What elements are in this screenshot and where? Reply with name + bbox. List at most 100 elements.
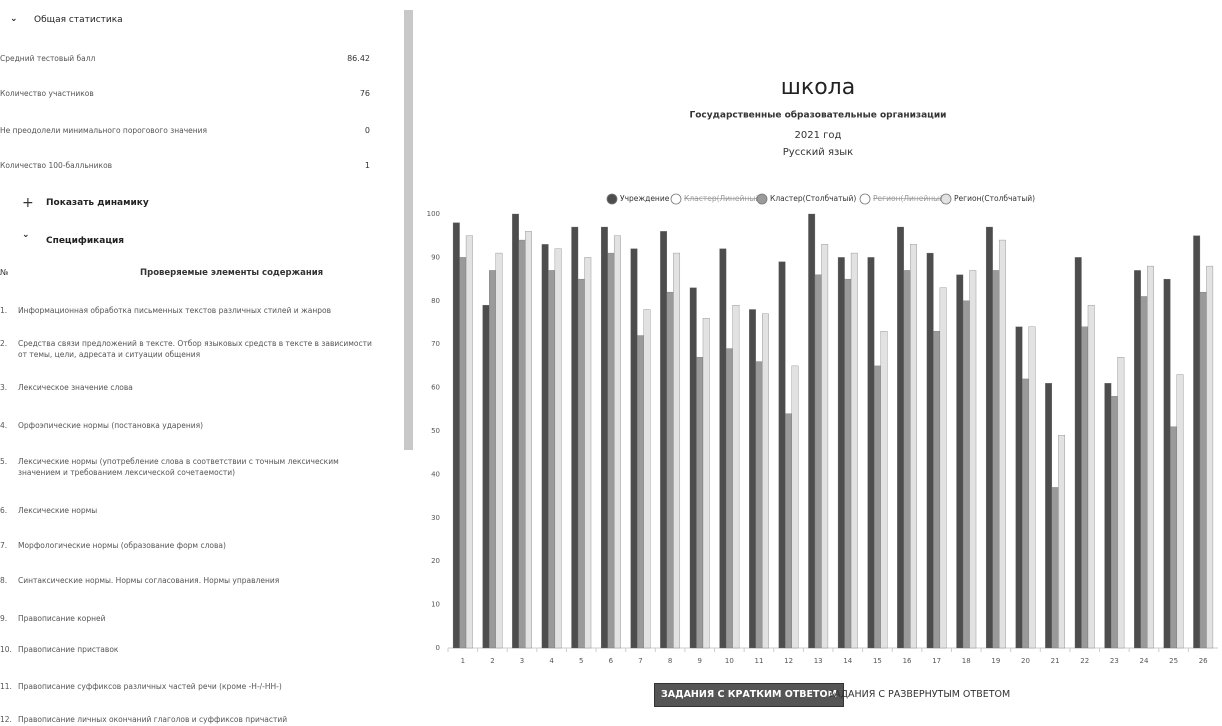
chevron[interactable]: ⌄	[22, 230, 30, 240]
bar	[1176, 374, 1184, 649]
legend-label: Регион(Линейный)	[873, 194, 947, 203]
section-title[interactable]: Спецификация	[46, 236, 125, 246]
bar	[933, 331, 941, 649]
bar	[956, 274, 964, 649]
bar	[548, 270, 556, 649]
bar	[880, 331, 888, 649]
bar	[1170, 426, 1177, 649]
chart-subtitle: Государственные образовательные организа…	[690, 110, 947, 121]
row-text: Лексическое значение слова	[18, 383, 133, 392]
y-tick-label: 80	[431, 297, 440, 305]
stat-value: 86.42	[347, 54, 370, 63]
bar	[1022, 378, 1029, 649]
bar	[910, 244, 917, 649]
bar	[1134, 270, 1141, 649]
legend-marker	[606, 193, 618, 205]
bar	[850, 252, 858, 649]
bar	[985, 226, 993, 649]
bar	[844, 278, 852, 649]
bar	[1087, 304, 1095, 649]
toggle[interactable]: Показать динамику	[46, 198, 149, 208]
x-tick-label: 25	[1169, 657, 1178, 665]
bar	[643, 309, 651, 649]
bar	[584, 257, 592, 649]
bar	[666, 291, 674, 649]
bar	[725, 348, 733, 649]
bar	[837, 257, 845, 649]
x-tick-label: 11	[755, 657, 764, 665]
x-tick-label: 21	[1051, 657, 1060, 665]
table-header: №	[0, 268, 9, 277]
bar	[495, 252, 503, 649]
legend-label: Кластер(Столбчатый)	[770, 194, 856, 203]
bar	[1104, 383, 1112, 649]
bar	[482, 304, 490, 649]
bar	[571, 226, 579, 649]
row-number: 6.	[0, 506, 8, 515]
bar	[1045, 383, 1053, 649]
legend-marker	[670, 193, 682, 205]
bar	[998, 239, 1006, 649]
y-tick-label: 30	[431, 514, 440, 522]
stat-value: 0	[364, 126, 370, 135]
bar	[1206, 265, 1214, 649]
x-tick-label: 18	[962, 657, 971, 665]
stat-value: 76	[359, 89, 370, 98]
row-text: Синтаксические нормы. Нормы согласования…	[18, 576, 280, 585]
tab[interactable]: ЗАДАНИЯ С РАЗВЕРНУТЫМ ОТВЕТОМ	[828, 689, 1011, 700]
bar	[637, 335, 644, 649]
row-number: 12.	[0, 715, 12, 724]
row-text: Правописание корней	[18, 614, 106, 623]
section-title[interactable]: Общая статистика	[34, 15, 123, 25]
bar	[452, 222, 460, 649]
bar	[689, 287, 697, 649]
bar	[696, 357, 704, 649]
row-text: Правописание приставок	[18, 645, 119, 654]
bar	[577, 278, 585, 649]
y-tick-label: 50	[431, 427, 440, 435]
y-tick-label: 100	[427, 210, 440, 218]
stat-label: Количество 100-балльников	[0, 161, 113, 170]
row-number: 9.	[0, 614, 8, 623]
x-tick-label: 23	[1110, 657, 1119, 665]
legend-label: Учреждение	[620, 194, 670, 203]
x-tick-label: 15	[873, 657, 882, 665]
bar	[1015, 326, 1023, 649]
bar	[554, 248, 562, 649]
bar	[791, 365, 799, 649]
plus-icon[interactable]: +	[22, 195, 34, 211]
legend-label: Кластер(Линейный)	[684, 194, 763, 203]
row-number: 10.	[0, 645, 12, 654]
bar	[897, 226, 904, 649]
bar	[1140, 296, 1148, 649]
bar	[785, 413, 792, 649]
x-tick-label: 10	[725, 657, 734, 665]
tab[interactable]: ЗАДАНИЯ С КРАТКИМ ОТВЕТОМ	[655, 684, 844, 706]
legend-marker	[940, 193, 952, 205]
x-tick-label: 20	[1021, 657, 1030, 665]
bar	[867, 257, 875, 649]
row-text: Орфоэпические нормы (постановка ударения…	[18, 421, 204, 430]
legend-label: Регион(Столбчатый)	[954, 194, 1035, 203]
bar	[1199, 291, 1207, 649]
bar	[518, 239, 526, 649]
row-text: Лексические нормы (употребление слова в …	[18, 457, 339, 477]
row-text: Правописание суффиксов различных частей …	[18, 682, 282, 691]
stat-value: 1	[364, 161, 370, 170]
y-tick-label: 40	[431, 470, 440, 478]
row-number: 3.	[0, 383, 8, 392]
y-tick-label: 70	[431, 340, 440, 348]
row-text: Правописание личных окончаний глаголов и…	[18, 715, 288, 724]
bar	[808, 213, 816, 649]
bar	[749, 309, 756, 649]
scrollbar[interactable]	[404, 10, 413, 450]
row-number: 11.	[0, 682, 12, 691]
bar	[1081, 326, 1089, 649]
chevron[interactable]: ⌄	[10, 14, 18, 24]
stat-label: Количество участников	[0, 89, 94, 98]
y-tick-label: 60	[431, 384, 440, 392]
bar	[512, 213, 519, 649]
bar	[939, 287, 947, 649]
y-tick-label: 10	[431, 601, 440, 609]
row-number: 7.	[0, 541, 8, 550]
